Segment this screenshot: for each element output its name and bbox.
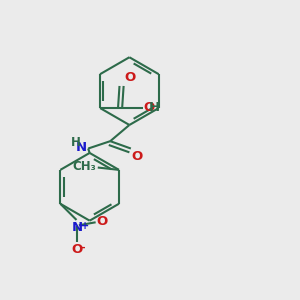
Text: CH₃: CH₃ — [73, 160, 97, 173]
Text: O: O — [132, 150, 143, 163]
Text: N: N — [71, 221, 83, 234]
Text: H: H — [149, 101, 160, 114]
Text: N: N — [76, 141, 87, 154]
Text: O: O — [143, 101, 155, 114]
Text: O: O — [97, 215, 108, 228]
Text: -: - — [81, 243, 85, 253]
Text: O: O — [71, 243, 82, 256]
Text: H: H — [71, 136, 81, 149]
Text: +: + — [81, 220, 89, 230]
Text: O: O — [124, 71, 136, 85]
